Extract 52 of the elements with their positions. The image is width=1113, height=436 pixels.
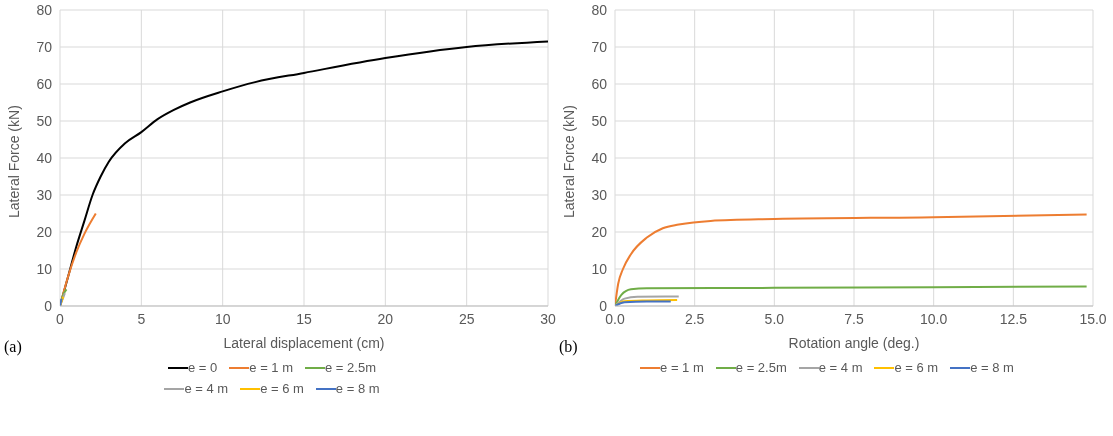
x-axis-title: Rotation angle (deg.) [788, 335, 920, 351]
y-tick-label: 80 [36, 1, 53, 18]
legend-label: e = 6 m [260, 381, 304, 396]
legend-label: e = 8 m [970, 360, 1014, 375]
x-tick-label: 15.0 [1079, 310, 1107, 327]
x-tick-label: 20 [377, 310, 394, 327]
y-tick-label: 20 [591, 223, 608, 240]
legend-label: e = 8 m [335, 381, 380, 396]
x-tick-label: 25 [458, 310, 475, 327]
y-tick-label: 0 [44, 297, 53, 314]
x-tick-label: 30 [540, 310, 556, 327]
y-axis-title: Lateral Force (kN) [5, 105, 22, 218]
y-tick-label: 30 [36, 186, 53, 203]
line-series [615, 285, 1088, 306]
y-tick-label: 70 [36, 38, 53, 55]
y-tick-label: 80 [591, 1, 608, 18]
x-tick-label: 10.0 [920, 310, 948, 327]
text: (b) [559, 338, 578, 356]
legend-label: e = 0 [188, 360, 218, 375]
x-tick-label: 5.0 [764, 310, 785, 327]
y-tick-label: 20 [36, 223, 53, 240]
line-series [615, 295, 680, 306]
y-tick-label: 0 [599, 297, 608, 314]
y-tick-label: 10 [36, 260, 53, 277]
x-tick-label: 15 [296, 310, 312, 327]
y-tick-label: 70 [591, 38, 608, 55]
y-tick-label: 60 [591, 75, 608, 92]
y-axis-title: Lateral Force (kN) [560, 105, 577, 218]
legend-label: e = 2.5m [735, 360, 787, 375]
x-tick-label: 0.0 [605, 310, 625, 327]
legend-label: e = 1 m [660, 360, 704, 375]
x-axis-title: Lateral displacement (cm) [223, 335, 385, 351]
line-series [615, 213, 1088, 306]
legend-label: e = 4 m [184, 381, 229, 396]
y-tick-label: 30 [591, 186, 608, 203]
x-tick-label: 0 [56, 310, 65, 327]
legend-label: e = 4 m [818, 360, 863, 375]
y-tick-label: 10 [591, 260, 608, 277]
x-tick-label: 12.5 [999, 310, 1028, 327]
legend-label: e = 2.5m [325, 360, 376, 375]
x-tick-label: 10 [214, 310, 231, 327]
x-tick-label: 5 [137, 310, 146, 327]
x-tick-label: 2.5 [684, 310, 705, 327]
y-tick-label: 40 [36, 149, 53, 166]
y-tick-label: 60 [36, 75, 53, 92]
x-tick-label: 7.5 [844, 310, 864, 327]
y-tick-label: 50 [36, 112, 53, 129]
text: (a) [4, 338, 22, 356]
legend-label: e = 1 m [249, 360, 294, 375]
y-tick-label: 40 [591, 149, 608, 166]
y-tick-label: 50 [591, 112, 608, 129]
legend-label: e = 6 m [894, 360, 939, 375]
